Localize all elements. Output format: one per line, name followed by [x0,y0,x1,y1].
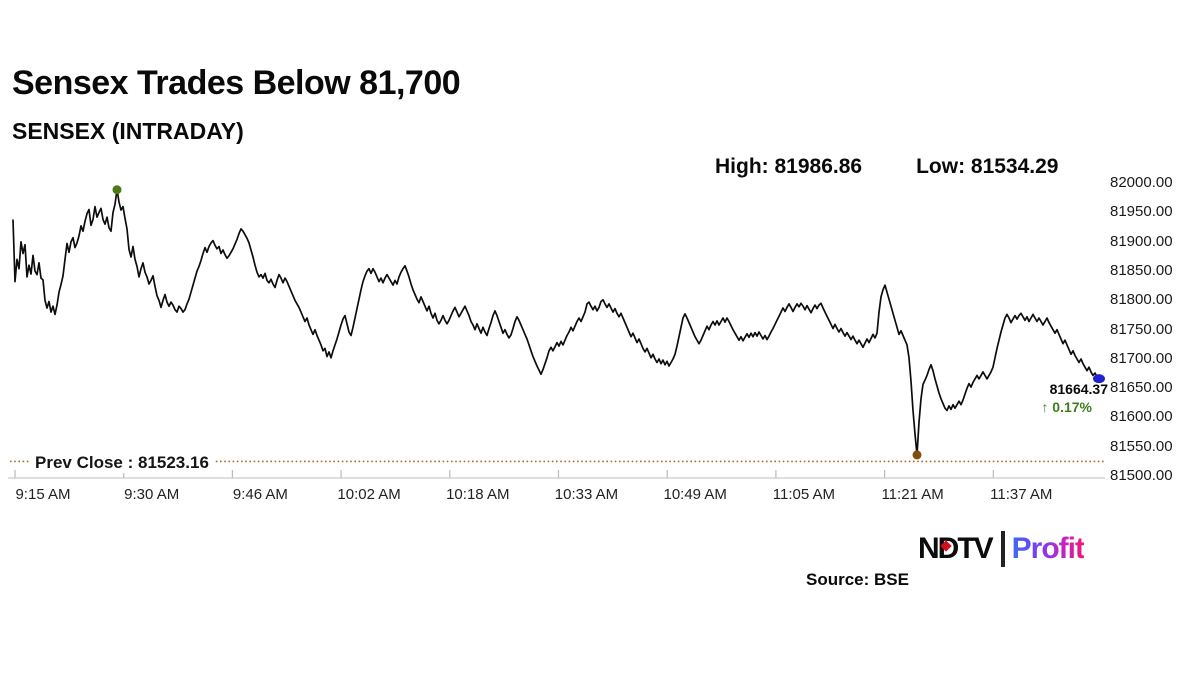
x-tick-label: 10:33 AM [554,486,619,503]
profit-wordmark: Profit [1011,532,1085,565]
x-tick-label: 10:02 AM [337,486,401,503]
y-tick-label: 81650.00 [1110,379,1173,397]
x-tick-label: 10:49 AM [663,486,727,503]
y-tick-label: 81750.00 [1110,320,1173,338]
y-tick-label: 81700.00 [1110,349,1173,367]
last-price-value: 81664.37 [1049,381,1108,397]
high-low-summary: High: 81986.86 Low: 81534.29 [715,155,1058,179]
y-tick-label: 81500.00 [1110,467,1173,484]
source-attribution: Source: BSE [806,570,909,589]
chart-subtitle: SENSEX (INTRADAY) [12,118,244,144]
day-high-label: High: 81986.86 [715,155,863,178]
ndtv-profit-logo: NDTV Profit [918,531,1085,567]
y-tick-label: 81950.00 [1110,203,1173,221]
prev-close-label: Prev Close : 81523.16 [30,453,214,473]
x-tick-label: 9:15 AM [15,486,71,503]
y-tick-label: 81550.00 [1110,437,1173,455]
day-low-label: Low: 81534.29 [916,155,1059,178]
logo-separator [1000,531,1005,567]
y-tick-label: 81600.00 [1110,408,1173,426]
y-tick-label: 81850.00 [1110,261,1173,279]
y-tick-label: 81800.00 [1110,291,1173,309]
y-tick-label: 81900.00 [1110,232,1173,250]
ndtv-wordmark: NDTV [918,532,994,565]
x-tick-label: 9:46 AM [232,486,288,503]
x-tick-label: 11:05 AM [772,486,836,503]
y-tick-label: 82000.00 [1110,174,1173,191]
last-change-percent: ↑ 0.17% [1041,399,1092,415]
x-tick-label: 10:18 AM [446,486,510,503]
x-tick-label: 11:37 AM [990,486,1053,503]
x-tick-label: 9:30 AM [124,486,180,503]
ndtv-red-dot-icon [940,540,952,552]
page-title: Sensex Trades Below 81,700 [12,64,461,102]
x-tick-label: 11:21 AM [881,486,944,503]
